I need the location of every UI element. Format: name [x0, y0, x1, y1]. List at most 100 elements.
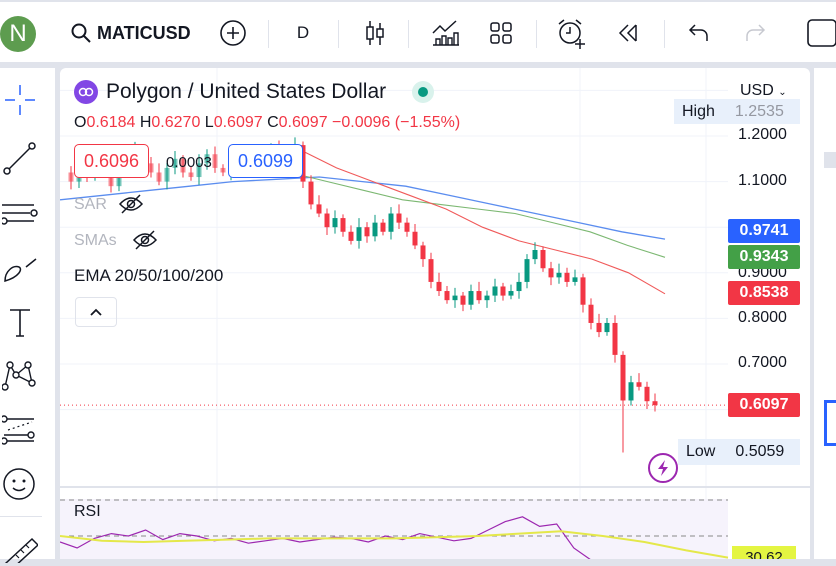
- emoji-tool[interactable]: [0, 466, 40, 502]
- candle: [556, 272, 562, 278]
- pattern-tool[interactable]: [0, 358, 40, 394]
- candle: [396, 213, 402, 223]
- smas-indicator-label[interactable]: SMAs: [74, 232, 117, 249]
- sar-indicator-label[interactable]: SAR: [74, 196, 107, 213]
- drawing-toolbar: [0, 68, 55, 563]
- text-tool[interactable]: [0, 304, 40, 340]
- candle: [572, 277, 578, 282]
- lightning-button[interactable]: [648, 453, 678, 483]
- candle: [420, 245, 426, 260]
- candle: [428, 259, 434, 282]
- chevron-up-icon: [89, 307, 103, 317]
- alert-button[interactable]: [554, 16, 590, 50]
- candle: [412, 231, 418, 246]
- interval-button[interactable]: D: [296, 23, 310, 42]
- fib-tool[interactable]: [0, 198, 40, 234]
- candle: [620, 354, 626, 401]
- chart-type-button[interactable]: [358, 16, 392, 50]
- redo-button[interactable]: [738, 16, 772, 50]
- avatar[interactable]: N: [0, 16, 36, 52]
- candle: [548, 268, 554, 278]
- emoji-icon: [2, 466, 38, 502]
- replay-icon: [616, 21, 642, 45]
- axis-tick: 1.1000: [738, 172, 787, 189]
- candle: [596, 322, 602, 333]
- ema100-line: [289, 171, 666, 258]
- eye-off-icon[interactable]: [118, 193, 144, 215]
- candle: [580, 277, 586, 305]
- indicators-icon: [430, 19, 460, 47]
- forecast-tool[interactable]: [0, 412, 40, 448]
- buy-button[interactable]: 0.6099: [228, 144, 304, 178]
- layout-button[interactable]: [484, 16, 518, 50]
- ema200-price-label: 0.9741: [728, 219, 800, 243]
- symbol-search-button[interactable]: MATICUSD: [70, 16, 195, 50]
- candle: [324, 213, 330, 228]
- brush-tool[interactable]: [0, 252, 40, 288]
- candle: [588, 304, 594, 323]
- currency-selector[interactable]: USD ⌄: [740, 82, 787, 99]
- crosshair-tool[interactable]: [0, 82, 40, 118]
- compare-button[interactable]: [216, 16, 250, 50]
- ema50-line: [299, 149, 666, 295]
- candle: [532, 250, 538, 260]
- pattern-icon: [2, 359, 38, 393]
- low-marker: Low 0.5059: [678, 439, 800, 465]
- trendline-icon: [3, 141, 37, 175]
- market-status-icon: [412, 81, 435, 103]
- candle: [340, 218, 346, 232]
- right-panel: [814, 68, 836, 559]
- candle: [220, 167, 226, 173]
- candle: [476, 291, 482, 301]
- rsi-value-label: 30.62: [732, 546, 796, 559]
- ema200-line: [60, 176, 666, 240]
- ruler-icon: [2, 533, 38, 563]
- sell-button[interactable]: 0.6096: [74, 144, 150, 178]
- candle: [380, 222, 386, 232]
- candle: [516, 281, 522, 292]
- rsi-ma-line: [60, 530, 729, 559]
- price-chart[interactable]: [60, 68, 810, 559]
- eye-off-icon[interactable]: [132, 229, 158, 251]
- ohlc-values: O0.6184 H0.6270 L0.6097 C0.6097 −0.0096 …: [74, 114, 461, 131]
- chart-title: Polygon / United States Dollar: [106, 80, 387, 103]
- candle: [436, 281, 442, 292]
- fullscreen-button[interactable]: [804, 16, 836, 50]
- candle: [636, 382, 642, 387]
- crosshair-icon: [3, 83, 37, 117]
- candle: [356, 227, 362, 241]
- candle: [604, 322, 610, 333]
- replay-button[interactable]: [612, 16, 646, 50]
- symbol-legend: Polygon / United States Dollar: [74, 80, 435, 104]
- candle: [348, 231, 354, 241]
- chart-panel[interactable]: Polygon / United States Dollar O0.6184 H…: [60, 68, 810, 559]
- rsi-label: RSI: [68, 501, 107, 523]
- candle: [68, 172, 74, 182]
- spread-value: 0.0003: [166, 154, 212, 171]
- ema-indicator-label[interactable]: EMA 20/50/100/200: [74, 266, 224, 285]
- candle: [364, 227, 370, 237]
- candle: [468, 291, 474, 305]
- symbol-label: MATICUSD: [97, 22, 191, 43]
- candle: [372, 222, 378, 237]
- indicators-button[interactable]: [428, 16, 462, 50]
- candle: [508, 291, 514, 296]
- plus-circle-icon: [219, 19, 247, 47]
- candle: [444, 291, 450, 301]
- candle: [180, 158, 186, 173]
- ruler-tool[interactable]: [0, 530, 40, 566]
- rsi-band: [60, 499, 728, 559]
- chevron-down-icon: ⌄: [778, 87, 787, 98]
- candles-icon: [362, 19, 388, 47]
- trendline-tool[interactable]: [0, 140, 40, 176]
- axis-tick: 1.2000: [738, 126, 787, 143]
- last-price-label: 0.6097: [728, 393, 800, 417]
- undo-button[interactable]: [682, 16, 716, 50]
- candle: [196, 163, 202, 178]
- candle: [564, 272, 570, 282]
- candle: [628, 382, 634, 401]
- axis-tick: 0.7000: [738, 354, 787, 371]
- forecast-icon: [2, 413, 38, 447]
- collapse-legend-button[interactable]: [75, 297, 117, 327]
- fullscreen-icon: [805, 18, 836, 48]
